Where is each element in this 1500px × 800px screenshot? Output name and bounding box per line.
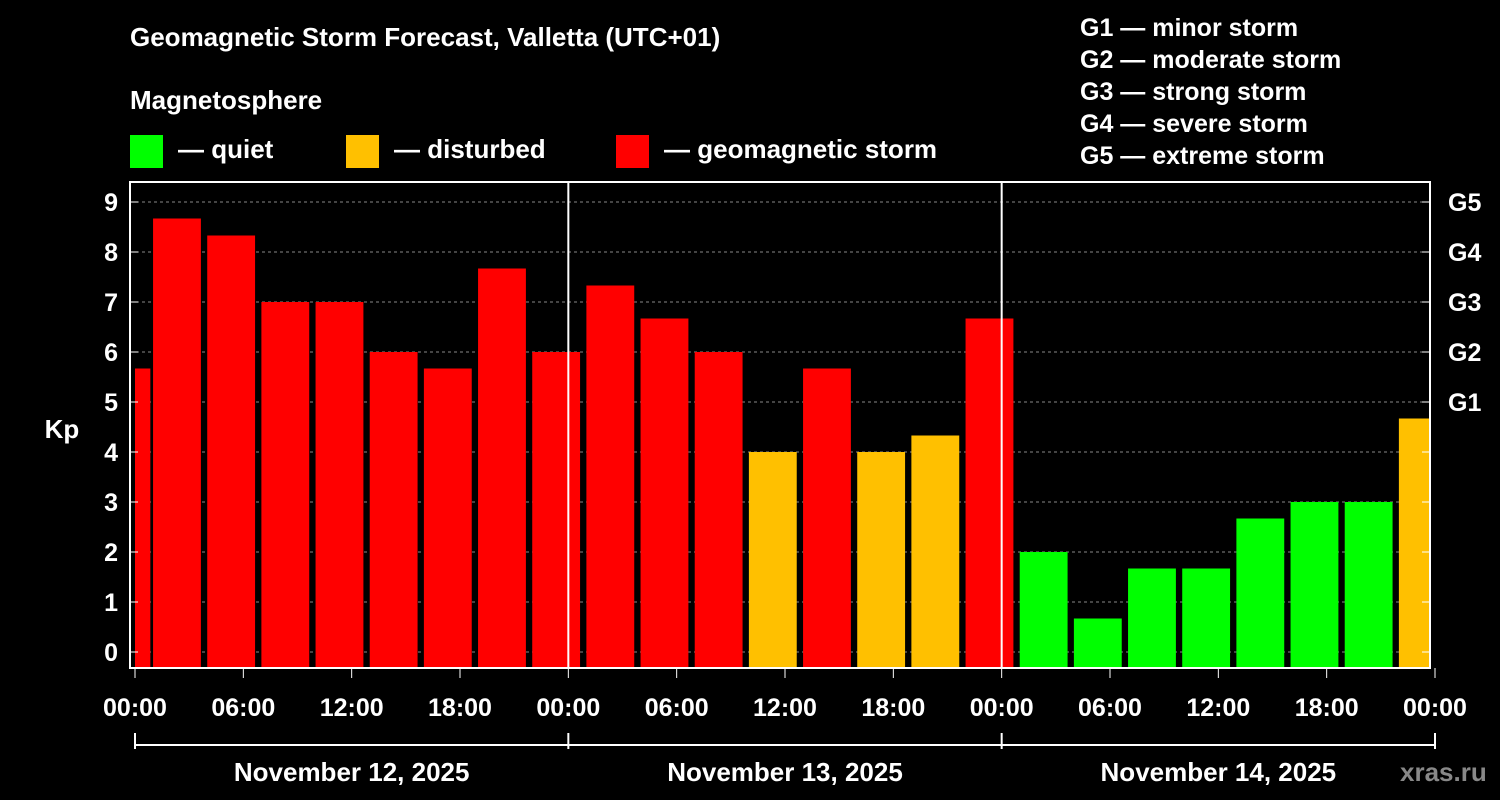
legend-label-storm: — geomagnetic storm xyxy=(664,134,938,164)
legend-label-disturbed: — disturbed xyxy=(394,134,546,164)
kp-bar xyxy=(478,268,526,668)
ytick-label: 4 xyxy=(104,439,118,467)
xtick-label: 06:00 xyxy=(1078,694,1142,722)
xtick-label: 12:00 xyxy=(753,694,817,722)
watermark: xras.ru xyxy=(1400,757,1487,787)
kp-bar xyxy=(207,235,256,668)
ytick-label: 7 xyxy=(104,289,118,317)
xtick-label: 00:00 xyxy=(103,694,167,722)
plot-frame xyxy=(129,181,1431,669)
kp-bar xyxy=(965,318,1014,668)
legend-swatch-quiet xyxy=(130,135,163,168)
kp-bar xyxy=(1182,568,1231,668)
legend-swatch-storm xyxy=(616,135,649,168)
g-level-g4: G4 — severe storm xyxy=(1080,110,1308,138)
kp-bar xyxy=(135,368,151,668)
legend-swatch-disturbed xyxy=(346,135,379,168)
xtick-label: 06:00 xyxy=(645,694,709,722)
xtick-label: 18:00 xyxy=(428,694,492,722)
kp-bar xyxy=(911,435,960,668)
ytick-label: 2 xyxy=(104,539,118,567)
xtick-label: 00:00 xyxy=(1403,694,1467,722)
legend-heading: Magnetosphere xyxy=(130,85,323,115)
kp-bar xyxy=(748,452,797,668)
kp-bar xyxy=(1128,568,1176,668)
kp-bar xyxy=(1290,502,1339,668)
ytick-label: 8 xyxy=(104,239,118,267)
ytick-label: 3 xyxy=(104,489,118,517)
kp-bar xyxy=(640,318,689,668)
kp-bar xyxy=(532,352,581,668)
g-level-g2: G2 — moderate storm xyxy=(1080,46,1342,74)
xtick-label: 00:00 xyxy=(536,694,600,722)
g-axis-label: G3 xyxy=(1448,289,1481,317)
g-axis-label: G4 xyxy=(1448,239,1481,267)
chart-title: Geomagnetic Storm Forecast, Valletta (UT… xyxy=(130,22,721,52)
xtick-label: 18:00 xyxy=(1295,694,1359,722)
kp-bar xyxy=(586,285,635,668)
date-label: November 14, 2025 xyxy=(1101,757,1337,787)
y-axis-label: Kp xyxy=(45,414,80,444)
g-axis-label: G2 xyxy=(1448,339,1481,367)
kp-bar xyxy=(1073,618,1122,668)
g-level-g5: G5 — extreme storm xyxy=(1080,142,1325,170)
kp-bar xyxy=(261,302,310,668)
kp-bar xyxy=(694,352,743,668)
kp-bar xyxy=(803,368,851,668)
xtick-label: 12:00 xyxy=(1186,694,1250,722)
kp-bar xyxy=(1398,418,1431,668)
legend-label-quiet: — quiet xyxy=(178,134,274,164)
kp-bar xyxy=(369,352,418,668)
kp-bar xyxy=(1236,518,1285,668)
ytick-label: 6 xyxy=(104,339,118,367)
g-axis-label: G5 xyxy=(1448,189,1481,217)
g-level-g3: G3 — strong storm xyxy=(1080,78,1307,106)
ytick-label: 5 xyxy=(104,389,118,417)
kp-bar xyxy=(857,452,906,668)
kp-bar xyxy=(423,368,472,668)
date-label: November 13, 2025 xyxy=(667,757,903,787)
xtick-label: 00:00 xyxy=(970,694,1034,722)
date-label: November 12, 2025 xyxy=(234,757,470,787)
kp-bar xyxy=(1019,552,1068,668)
ytick-label: 1 xyxy=(104,589,118,617)
xtick-label: 18:00 xyxy=(861,694,925,722)
ytick-label: 9 xyxy=(104,189,118,217)
kp-bar xyxy=(315,302,364,668)
kp-bar xyxy=(153,218,201,668)
xtick-label: 06:00 xyxy=(211,694,275,722)
g-axis-label: G1 xyxy=(1448,389,1481,417)
g-level-g1: G1 — minor storm xyxy=(1080,14,1299,42)
kp-bar xyxy=(1344,502,1393,668)
xtick-label: 12:00 xyxy=(320,694,384,722)
ytick-label: 0 xyxy=(104,639,118,667)
